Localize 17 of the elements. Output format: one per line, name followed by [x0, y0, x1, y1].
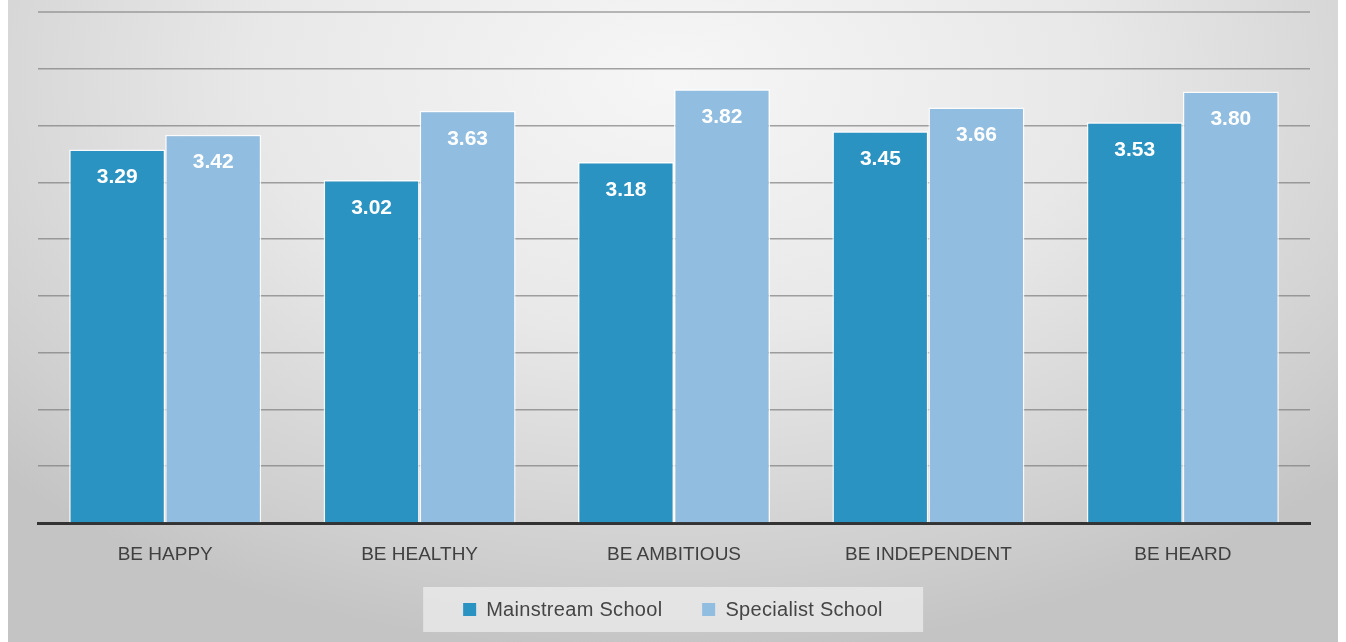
- data-label: 3.80: [1210, 106, 1252, 130]
- data-label: 3.42: [192, 149, 234, 173]
- x-tick-label: BE HEALTHY: [361, 542, 479, 564]
- data-label: 3.63: [447, 125, 489, 149]
- data-label: 3.29: [96, 164, 138, 188]
- data-label: 3.53: [1114, 136, 1156, 160]
- data-label: 3.82: [701, 104, 743, 128]
- x-tick-label: BE AMBITIOUS: [606, 542, 742, 564]
- legend-label: Mainstream School: [486, 598, 663, 621]
- x-tick-label: BE INDEPENDENT: [844, 542, 1013, 564]
- data-label: 3.02: [351, 194, 393, 218]
- x-tick-label: BE HAPPY: [117, 542, 214, 564]
- data-label: 3.18: [605, 176, 647, 200]
- x-tick-label: BE HEARD: [1134, 542, 1232, 564]
- legend-label: Specialist School: [725, 598, 883, 621]
- data-label: 3.45: [859, 146, 902, 170]
- data-label: 3.66: [955, 122, 997, 146]
